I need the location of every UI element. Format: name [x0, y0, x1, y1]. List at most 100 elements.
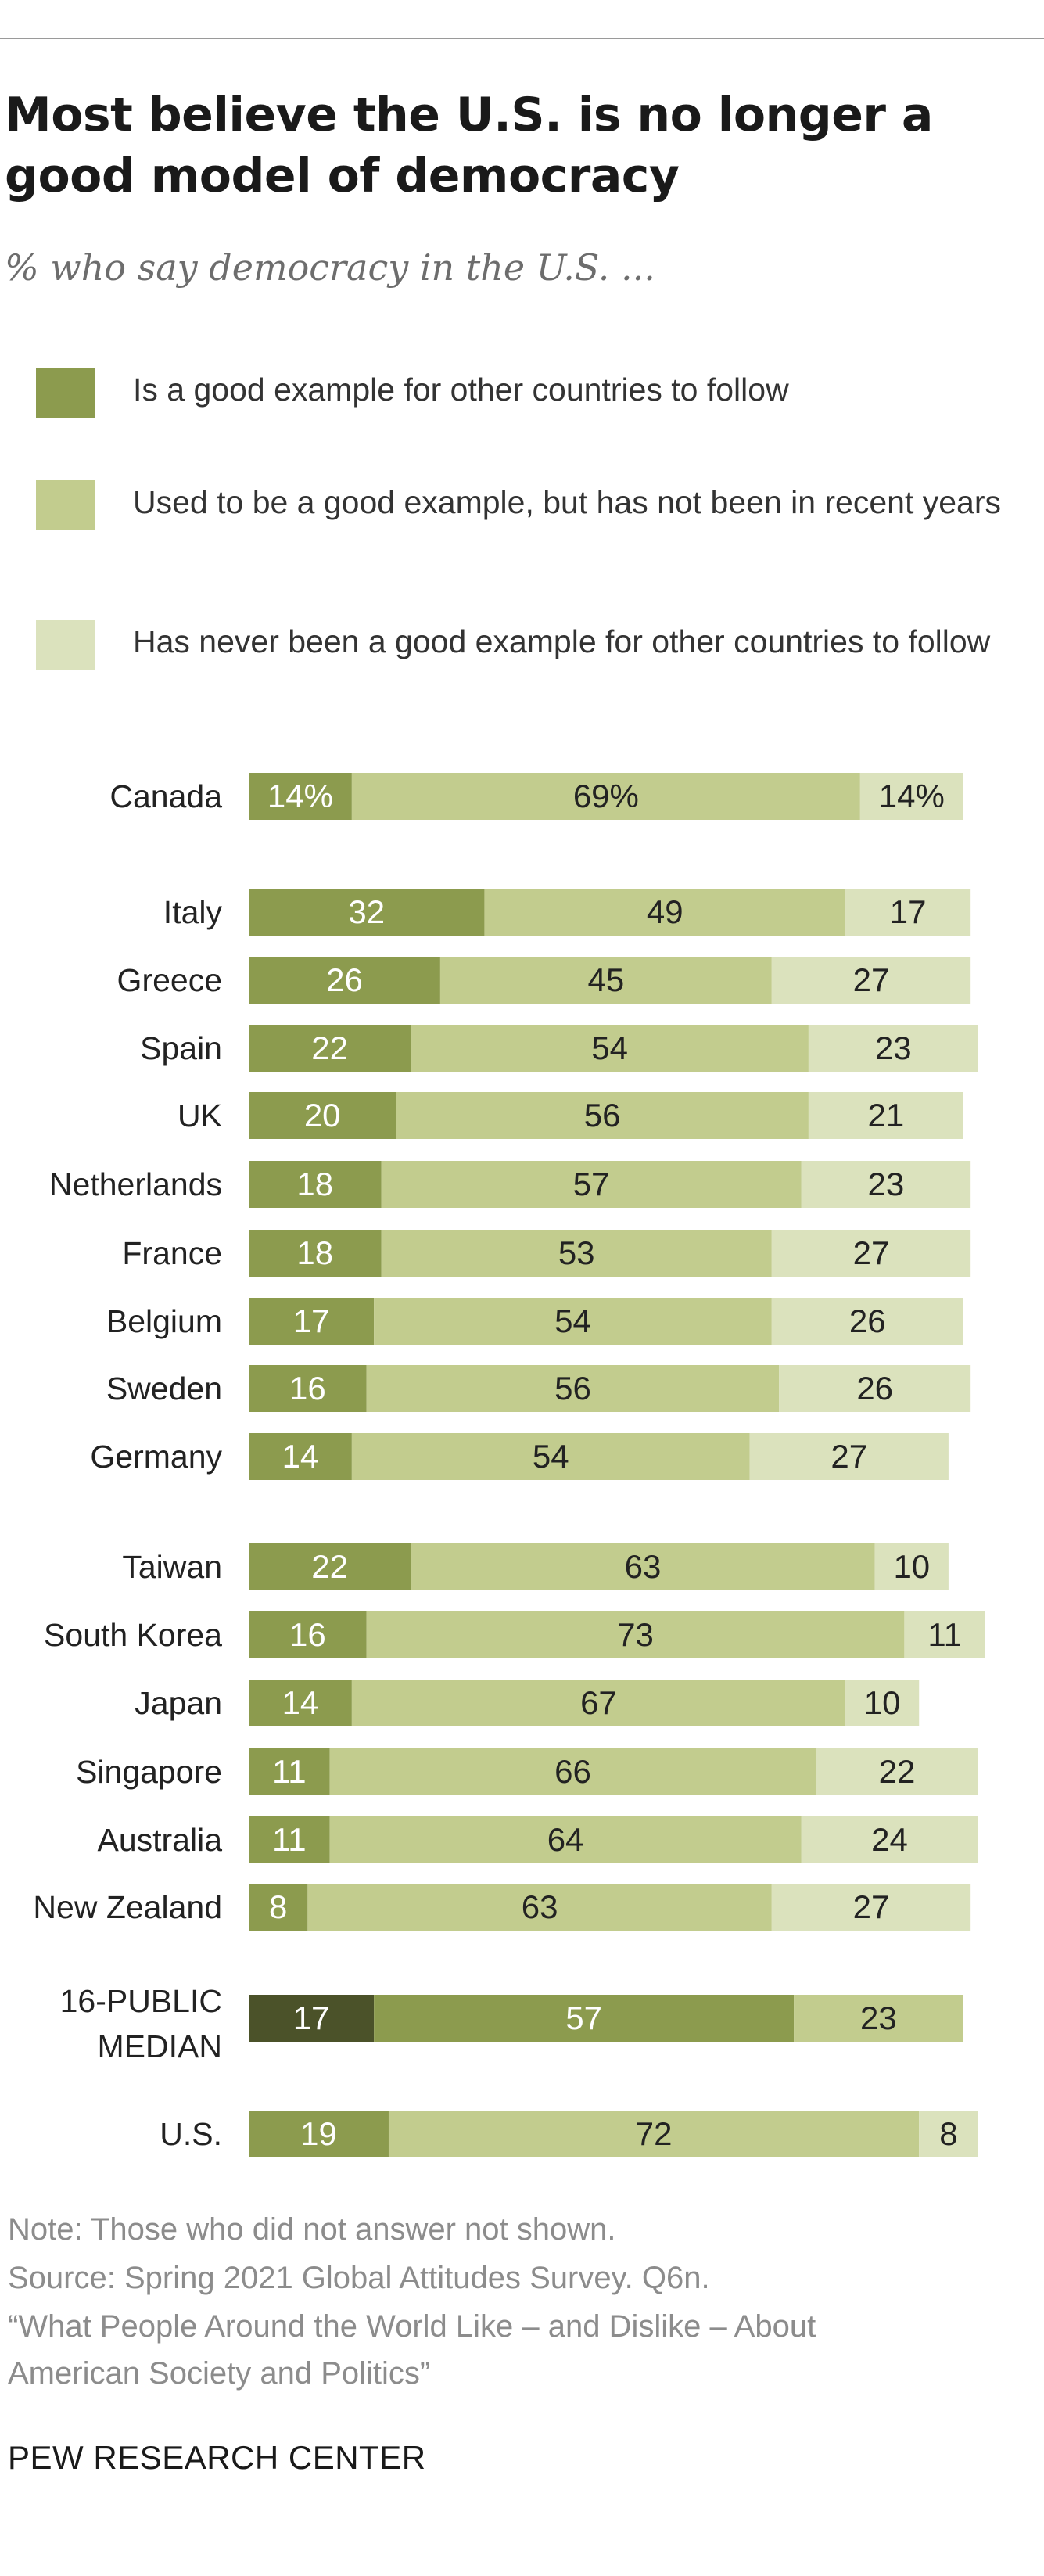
data-label-u-s-good: 19: [300, 2115, 337, 2152]
category-label-16-public-median-line2: MEDIAN: [98, 2028, 222, 2064]
category-label-uk: UK: [178, 1098, 222, 1134]
data-label-japan-never: 10: [864, 1684, 901, 1721]
data-label-canada-good: 14%: [267, 778, 333, 814]
data-label-singapore-never: 22: [879, 1753, 916, 1790]
bar-belgium-used-to-be: [374, 1298, 772, 1345]
brand-name: PEW RESEARCH CENTER: [8, 2439, 426, 2476]
data-label-uk-never: 21: [867, 1097, 904, 1134]
data-label-australia-used-to-be: 64: [547, 1821, 584, 1858]
data-label-singapore-used-to-be: 66: [554, 1753, 591, 1790]
bar-taiwan-good: [249, 1543, 411, 1590]
bar-new-zealand-never: [771, 1884, 971, 1931]
bar-south-korea-good: [249, 1611, 367, 1658]
bar-france-good: [249, 1230, 382, 1277]
category-label-germany: Germany: [90, 1439, 222, 1475]
data-label-greece-used-to-be: 45: [588, 961, 625, 998]
bar-netherlands-good: [249, 1161, 382, 1208]
data-label-taiwan-never: 10: [893, 1548, 930, 1585]
category-label-new-zealand: New Zealand: [33, 1889, 222, 1925]
bar-japan-good: [249, 1680, 352, 1726]
bar-netherlands-never: [801, 1161, 971, 1208]
category-label-16-public-median-line1: 16-PUBLIC: [60, 1983, 222, 2019]
bar-uk-good: [249, 1092, 396, 1139]
bar-australia-used-to-be: [329, 1816, 802, 1863]
data-label-new-zealand-good: 8: [269, 1888, 287, 1925]
data-label-u-s-used-to-be: 72: [636, 2115, 673, 2152]
category-label-france: France: [122, 1235, 222, 1271]
data-label-germany-used-to-be: 54: [533, 1438, 569, 1475]
data-label-belgium-good: 17: [293, 1302, 330, 1339]
bar-sweden-good: [249, 1365, 367, 1412]
footer-report-title-line2: American Society and Politics”: [8, 2356, 431, 2391]
legend-swatch-good: [36, 368, 95, 418]
data-label-south-korea-good: 16: [289, 1616, 326, 1653]
bar-canada-never: [859, 773, 963, 820]
legend-label-never: Has never been a good example for other …: [133, 623, 991, 659]
data-label-australia-never: 24: [871, 1821, 908, 1858]
category-label-netherlands: Netherlands: [49, 1166, 222, 1202]
data-label-greece-never: 27: [853, 961, 890, 998]
bar-16-public-median-used-to-be: [374, 1995, 795, 2042]
data-label-france-never: 27: [853, 1234, 890, 1271]
bar-greece-good: [249, 957, 440, 1004]
category-label-greece: Greece: [117, 962, 222, 998]
data-label-taiwan-good: 22: [311, 1548, 348, 1585]
data-label-16-public-median-never: 23: [860, 1999, 897, 2036]
bar-france-never: [771, 1230, 971, 1277]
bar-new-zealand-used-to-be: [307, 1884, 772, 1931]
bar-new-zealand-good: [249, 1884, 308, 1931]
data-label-spain-never: 23: [875, 1029, 912, 1066]
data-label-sweden-used-to-be: 56: [554, 1370, 591, 1407]
data-label-italy-used-to-be: 49: [647, 893, 683, 930]
data-label-germany-good: 14: [282, 1438, 319, 1475]
legend-swatch-never: [36, 620, 95, 670]
bar-australia-never: [801, 1816, 978, 1863]
chart-title: Most believe the U.S. is no longer a goo…: [5, 88, 933, 203]
bar-canada-good: [249, 773, 352, 820]
bar-u-s-good: [249, 2111, 389, 2157]
bar-spain-used-to-be: [411, 1025, 809, 1072]
data-label-australia-good: 11: [272, 1821, 307, 1858]
category-label-canada: Canada: [109, 778, 222, 814]
data-label-u-s-never: 8: [939, 2115, 957, 2152]
footer-report-title-line1: “What People Around the World Like – and…: [8, 2309, 816, 2344]
bar-france-used-to-be: [381, 1230, 772, 1277]
bar-south-korea-used-to-be: [366, 1611, 905, 1658]
data-label-16-public-median-good: 17: [293, 1999, 330, 2036]
category-label-taiwan: Taiwan: [122, 1549, 222, 1585]
bar-singapore-never: [816, 1748, 978, 1795]
bar-japan-never: [845, 1680, 920, 1726]
bar-sweden-never: [779, 1365, 971, 1412]
bar-belgium-good: [249, 1298, 375, 1345]
data-label-south-korea-never: 11: [927, 1616, 962, 1653]
bar-spain-good: [249, 1025, 411, 1072]
footer-source: Source: Spring 2021 Global Attitudes Sur…: [8, 2261, 710, 2295]
bar-germany-used-to-be: [351, 1433, 750, 1480]
category-label-japan: Japan: [135, 1685, 222, 1721]
data-label-netherlands-used-to-be: 57: [573, 1166, 610, 1202]
category-label-spain: Spain: [140, 1030, 222, 1066]
bar-greece-used-to-be: [439, 957, 772, 1004]
data-label-netherlands-good: 18: [296, 1166, 333, 1202]
data-label-france-used-to-be: 53: [558, 1234, 595, 1271]
bar-u-s-never: [919, 2111, 978, 2157]
bar-taiwan-never: [874, 1543, 949, 1590]
data-label-germany-never: 27: [831, 1438, 867, 1475]
data-label-japan-used-to-be: 67: [580, 1684, 617, 1721]
bar-16-public-median-never: [794, 1995, 963, 2042]
bar-u-s-used-to-be: [388, 2111, 920, 2157]
category-label-sweden: Sweden: [106, 1371, 222, 1407]
bar-singapore-used-to-be: [329, 1748, 816, 1795]
data-label-south-korea-used-to-be: 73: [617, 1616, 654, 1653]
data-label-italy-good: 32: [348, 893, 385, 930]
bar-germany-good: [249, 1433, 352, 1480]
bar-uk-used-to-be: [396, 1092, 809, 1139]
bar-spain-never: [808, 1025, 978, 1072]
data-label-spain-used-to-be: 54: [591, 1029, 628, 1066]
legend-label-used-to-be: Used to be a good example, but has not b…: [133, 484, 1002, 520]
chart-subtitle: % who say democracy in the U.S. ...: [5, 246, 655, 289]
bar-italy-used-to-be: [484, 889, 846, 936]
data-label-canada-used-to-be: 69%: [573, 778, 639, 814]
bar-greece-never: [771, 957, 971, 1004]
